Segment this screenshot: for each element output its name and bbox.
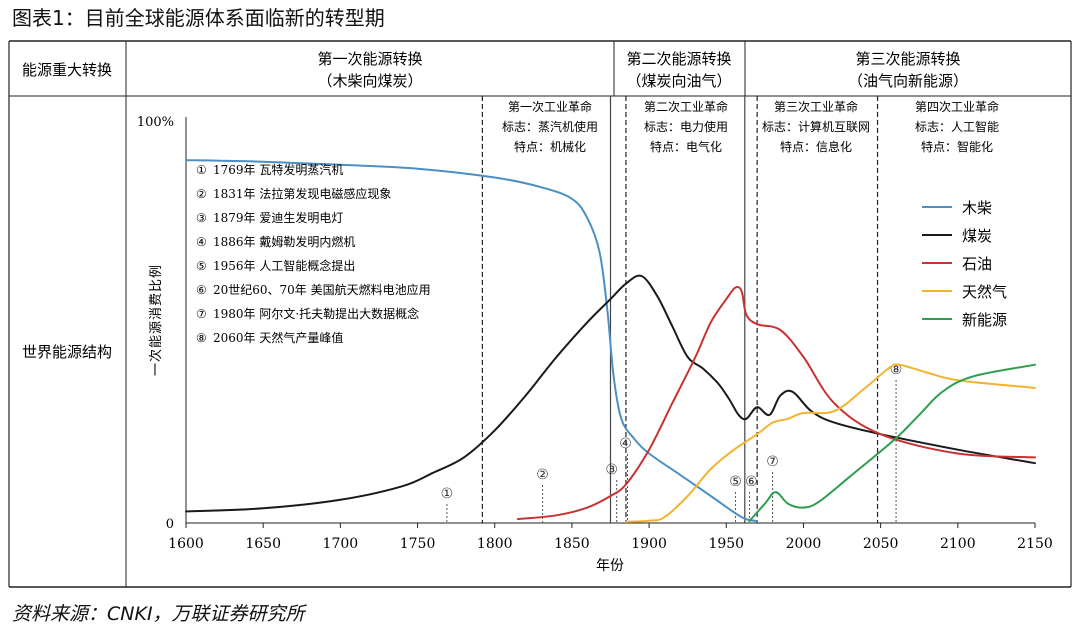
x-tick-label: 1600 [168, 536, 204, 552]
x-tick-label: 2150 [1017, 536, 1053, 552]
event-item-6: ⑥ [196, 283, 207, 297]
event-item-4: ④ [196, 235, 207, 249]
revolution-1-mark: 标志：蒸汽机使用 [502, 119, 598, 134]
event-item-4-text: 1886年 戴姆勒发明内燃机 [213, 234, 355, 249]
legend-label: 煤炭 [962, 227, 992, 245]
event-item-6-text: 20世纪60、70年 美国航天燃料电池应用 [213, 282, 431, 297]
x-tick-label: 2050 [863, 536, 899, 552]
event-item-7-text: 1980年 阿尔文·托夫勒提出大数据概念 [213, 306, 419, 321]
x-tick-label: 1800 [477, 536, 513, 552]
legend-label: 木柴 [962, 199, 992, 217]
source-note: 资料来源：CNKI，万联证券研究所 [12, 603, 308, 625]
event-item-5-text: 1956年 人工智能概念提出 [213, 258, 355, 273]
event-item-2-text: 1831年 法拉第发现电磁感应现象 [213, 186, 391, 201]
transition-1-sub: （木柴向煤炭） [317, 72, 422, 90]
series-line-石油 [516, 285, 1036, 521]
legend-label: 天然气 [962, 283, 1007, 301]
legend-label: 新能源 [962, 311, 1007, 329]
event-markers: ①② ③④⑤ ⑥⑦⑧ [441, 362, 902, 523]
revolution-4-feature: 特点：智能化 [921, 139, 993, 154]
revolution-3-mark: 标志：计算机互联网 [762, 119, 870, 134]
x-tick-label: 2000 [786, 536, 822, 552]
event-marker: ③ [605, 462, 618, 478]
event-item-8-text: 2060年 天然气产量峰值 [213, 330, 343, 345]
event-marker: ⑦ [766, 454, 779, 470]
revolution-1-label: 第一次工业革命 标志：蒸汽机使用 特点：机械化 [502, 99, 598, 154]
event-item-5: ⑤ [196, 259, 207, 273]
event-marker: ④ [619, 436, 632, 452]
event-item-1-text: 1769年 瓦特发明蒸汽机 [213, 162, 343, 177]
revolution-1-feature: 特点：机械化 [514, 139, 586, 154]
x-tick-label: 1850 [554, 536, 590, 552]
x-tick-label: 1950 [708, 536, 744, 552]
event-list: ① 1769年 瓦特发明蒸汽机 ② 1831年 法拉第发现电磁感应现象 ③ 18… [196, 162, 431, 345]
event-marker: ⑤ [729, 474, 742, 490]
series-line-新能源 [748, 363, 1036, 523]
revolution-1-name: 第一次工业革命 [508, 99, 592, 114]
revolution-2-mark: 标志：电力使用 [644, 119, 728, 134]
figure-caption: 图表1：目前全球能源体系面临新的转型期 [12, 6, 385, 30]
revolution-4-mark: 标志：人工智能 [915, 119, 999, 134]
transition-3-sub: （油气向新能源） [848, 72, 968, 90]
transition-2-title: 第二次能源转换 [626, 50, 731, 68]
x-axis-title: 年份 [596, 558, 624, 574]
transition-1-title: 第一次能源转换 [317, 50, 422, 68]
event-item-3: ③ [196, 211, 207, 225]
period-boundaries [481, 96, 879, 523]
revolution-3-name: 第三次工业革命 [774, 99, 858, 114]
revolution-3-feature: 特点：信息化 [780, 139, 852, 154]
row-label-structure: 世界能源结构 [22, 343, 112, 361]
x-ticks: 1600 1650 1700 1750 1800 1850 1900 1950 2000 2050… [168, 523, 1053, 552]
transition-2-sub: （煤炭向油气） [626, 72, 731, 90]
y-axis-title: 一次能源消费比例 [148, 264, 164, 376]
x-tick-label: 1700 [323, 536, 359, 552]
event-item-8: ⑧ [196, 331, 207, 345]
x-tick-label: 1750 [400, 536, 436, 552]
legend-label: 石油 [962, 255, 992, 273]
revolution-2-feature: 特点：电气化 [650, 139, 722, 154]
series-line-木柴 [185, 159, 759, 523]
event-marker: ② [536, 467, 549, 483]
x-tick-label: 1650 [245, 536, 281, 552]
event-item-2: ② [196, 187, 207, 201]
event-marker: ⑥ [745, 474, 758, 490]
revolution-2-name: 第二次工业革命 [644, 99, 728, 114]
event-item-7: ⑦ [196, 307, 207, 321]
revolution-4-label: 第四次工业革命 标志：人工智能 特点：智能化 [915, 99, 999, 154]
revolution-3-label: 第三次工业革命 标志：计算机互联网 特点：信息化 [762, 99, 870, 154]
series-line-煤炭 [185, 274, 1036, 513]
revolution-2-label: 第二次工业革命 标志：电力使用 特点：电气化 [644, 99, 728, 154]
event-item-1: ① [196, 163, 207, 177]
event-item-3-text: 1879年 爱迪生发明电灯 [213, 210, 343, 225]
y-tick-label-top: 100% [137, 115, 174, 130]
row-label-transitions: 能源重大转换 [22, 61, 112, 79]
y-tick-label-zero: 0 [166, 517, 174, 532]
revolution-4-name: 第四次工业革命 [915, 99, 999, 114]
series-line-天然气 [624, 363, 1036, 523]
transition-3-title: 第三次能源转换 [855, 50, 960, 68]
x-tick-label: 2100 [940, 536, 976, 552]
event-marker: ① [441, 486, 454, 502]
series-lines [185, 159, 1036, 523]
x-tick-label: 1900 [631, 536, 667, 552]
